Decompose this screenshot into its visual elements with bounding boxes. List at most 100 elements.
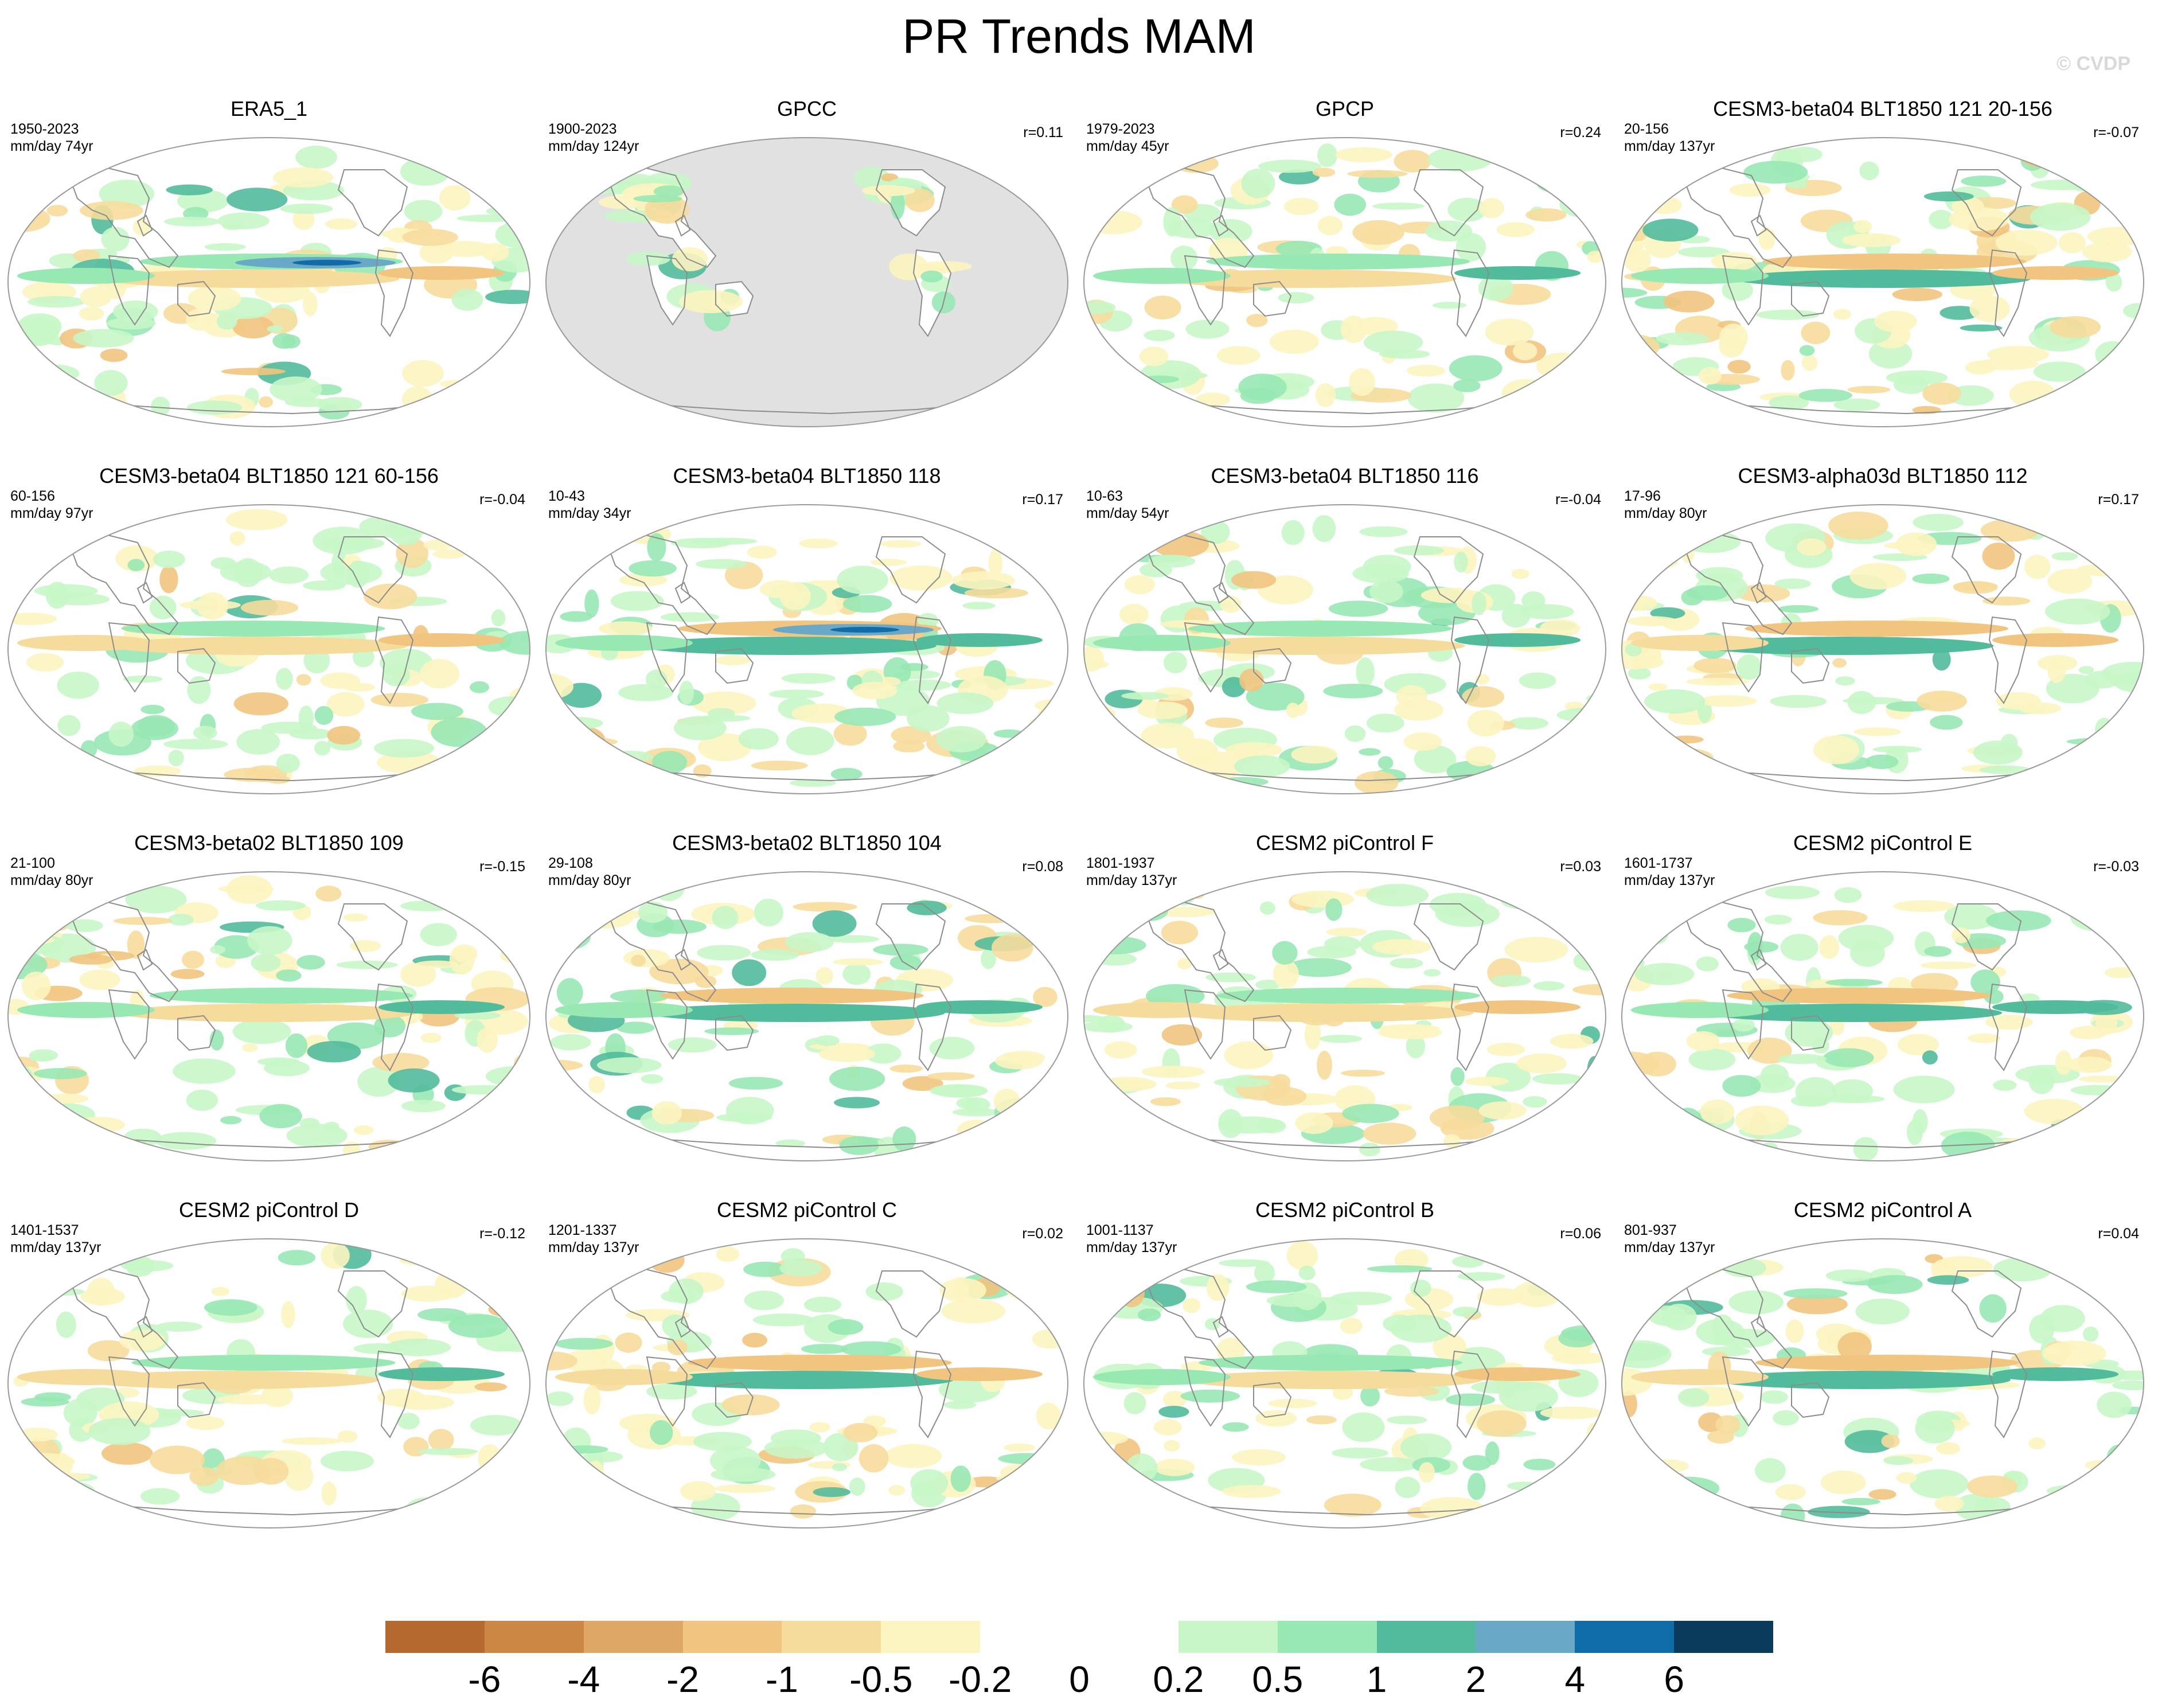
map-panel: CESM3-alpha03d BLT1850 112 17-96 mm/day 80… [1614,463,2152,808]
panel-correlation: r=-0.04 [1555,492,1601,508]
map-panel: CESM3-beta04 BLT1850 121 20-156 20-156 mm/… [1614,96,2152,440]
panel-units: mm/day 45yr [1086,138,1169,154]
panel-units: mm/day 137yr [1624,138,1715,154]
colorbar-box [782,1621,881,1653]
map-ellipse [545,504,1068,794]
map-panel: CESM2 piControl C 1201-1337 mm/day 137yr r=… [538,1198,1076,1542]
panel-years: 1201-1337 [548,1222,617,1238]
panel-title: CESM2 piControl B [1255,1198,1435,1222]
panel-units: mm/day 80yr [1624,505,1707,521]
colorbar [385,1621,1774,1653]
map-panel: CESM3-beta04 BLT1850 118 10-43 mm/day 34yr… [538,463,1076,808]
colorbar-tick-label: 0 [1069,1659,1090,1700]
map-ellipse [545,1238,1068,1528]
panel-title: CESM3-beta02 BLT1850 104 [672,831,942,855]
map-panel: ERA5_1 1950-2023 mm/day 74yr [0,96,538,440]
panel-title: CESM3-beta04 BLT1850 121 60-156 [99,464,439,488]
panel-correlation: r=0.04 [2098,1226,2139,1242]
panel-title: ERA5_1 [230,97,308,120]
map-ellipse [545,137,1068,427]
colorbar-box [1376,1621,1476,1653]
panel-title: CESM2 piControl A [1793,1198,1972,1222]
map-panel: CESM3-beta02 BLT1850 109 21-100 mm/day 80y… [0,830,538,1175]
map-ellipse [1083,871,1606,1161]
panel-correlation: r=0.11 [1023,124,1063,141]
panel-correlation: r=-0.07 [2093,124,2139,141]
map-ellipse [1621,504,2144,794]
panel-correlation: r=0.17 [2098,492,2139,508]
colorbar-box [583,1621,683,1653]
colorbar-tick-label: 0.5 [1252,1659,1304,1700]
panel-correlation: r=0.08 [1022,859,1063,875]
panel-units: mm/day 34yr [548,505,631,521]
panel-units: mm/day 137yr [548,1239,639,1255]
panel-years: 1801-1937 [1086,855,1155,871]
panel-title: CESM3-beta04 BLT1850 116 [1211,464,1479,488]
map-ellipse [1083,504,1606,794]
colorbar-box [1277,1621,1377,1653]
panel-correlation: r=0.06 [1560,1226,1601,1242]
colorbar-box [1079,1621,1178,1653]
panel-title: CESM2 piControl D [178,1198,360,1222]
panel-years: 1001-1137 [1086,1222,1154,1238]
colorbar-box [881,1621,981,1653]
colorbar-box [484,1621,584,1653]
colorbar-box [1674,1621,1774,1653]
map-panel: CESM3-beta02 BLT1850 104 29-108 mm/day 80y… [538,830,1076,1175]
colorbar-box [1575,1621,1675,1653]
panel-units: mm/day 137yr [10,1239,102,1255]
colorbar-labels: -6 -4 -2 -1 -0.5 -0.2 0 0.2 0.5 1 2 4 6 [0,1658,2158,1703]
panel-correlation: r=0.02 [1022,1226,1063,1242]
panel-title: CESM3-beta02 BLT1850 109 [134,831,404,855]
colorbar-tick-label: 6 [1664,1659,1684,1700]
map-ellipse [1621,1238,2144,1528]
map-panel: CESM2 piControl F 1801-1937 mm/day 137yr r=… [1076,830,1614,1175]
panel-correlation: r=0.24 [1560,124,1601,141]
panel-years: 801-937 [1624,1222,1677,1238]
panel-units: mm/day 124yr [548,138,639,154]
panel-years: 1950-2023 [10,121,79,137]
panel-years: 1401-1537 [10,1222,79,1238]
map-ellipse [7,1238,530,1528]
panel-units: mm/day 137yr [1086,1239,1177,1255]
map-panel: CESM2 piControl E 1601-1737 mm/day 137yr r=… [1614,830,2152,1175]
cvdp-watermark: © CVDP [2056,53,2130,75]
colorbar-tick-label: -0.5 [849,1659,913,1700]
panel-units: mm/day 97yr [10,505,93,521]
panel-years: 1900-2023 [548,121,617,137]
panel-years: 17-96 [1624,488,1661,504]
map-panel: CESM2 piControl A 801-937 mm/day 137yr r=0.… [1614,1198,2152,1542]
panel-correlation: r=0.03 [1560,859,1601,875]
colorbar-tick-label: 4 [1564,1659,1586,1700]
panel-correlation: r=-0.03 [2093,859,2139,875]
panel-units: mm/day 80yr [548,872,631,888]
colorbar-tick-label: 0.2 [1153,1659,1204,1700]
panel-title: CESM3-alpha03d BLT1850 112 [1738,464,2028,488]
colorbar-box [385,1621,485,1653]
panel-correlation: r=-0.12 [479,1226,525,1242]
panel-years: 10-63 [1086,488,1123,504]
colorbar-tick-label: 1 [1366,1659,1387,1700]
colorbar-box [1476,1621,1575,1653]
panel-units: mm/day 54yr [1086,505,1169,521]
figure-title: PR Trends MAM [902,9,1256,63]
panel-years: 20-156 [1624,121,1669,137]
map-ellipse [1083,1238,1606,1528]
panel-units: mm/day 137yr [1624,1239,1715,1255]
panel-years: 21-100 [10,855,55,871]
colorbar-box [980,1621,1080,1653]
panel-years: 60-156 [10,488,55,504]
map-ellipse [1621,137,2144,427]
panel-title: CESM2 piControl E [1793,831,1973,855]
colorbar-tick-label: -6 [468,1659,501,1700]
panel-title: CESM3-beta04 BLT1850 121 20-156 [1713,97,2052,120]
panel-units: mm/day 137yr [1086,872,1177,888]
panel-years: 1979-2023 [1086,121,1155,137]
colorbar-tick-label: -4 [567,1659,600,1700]
map-panel: CESM2 piControl D 1401-1537 mm/day 137yr r=… [0,1198,538,1542]
map-ellipse [7,504,530,794]
panel-units: mm/day 74yr [10,138,93,154]
panel-years: 1601-1737 [1624,855,1693,871]
colorbar-tick-label: -1 [765,1659,798,1700]
map-ellipse [545,871,1068,1161]
